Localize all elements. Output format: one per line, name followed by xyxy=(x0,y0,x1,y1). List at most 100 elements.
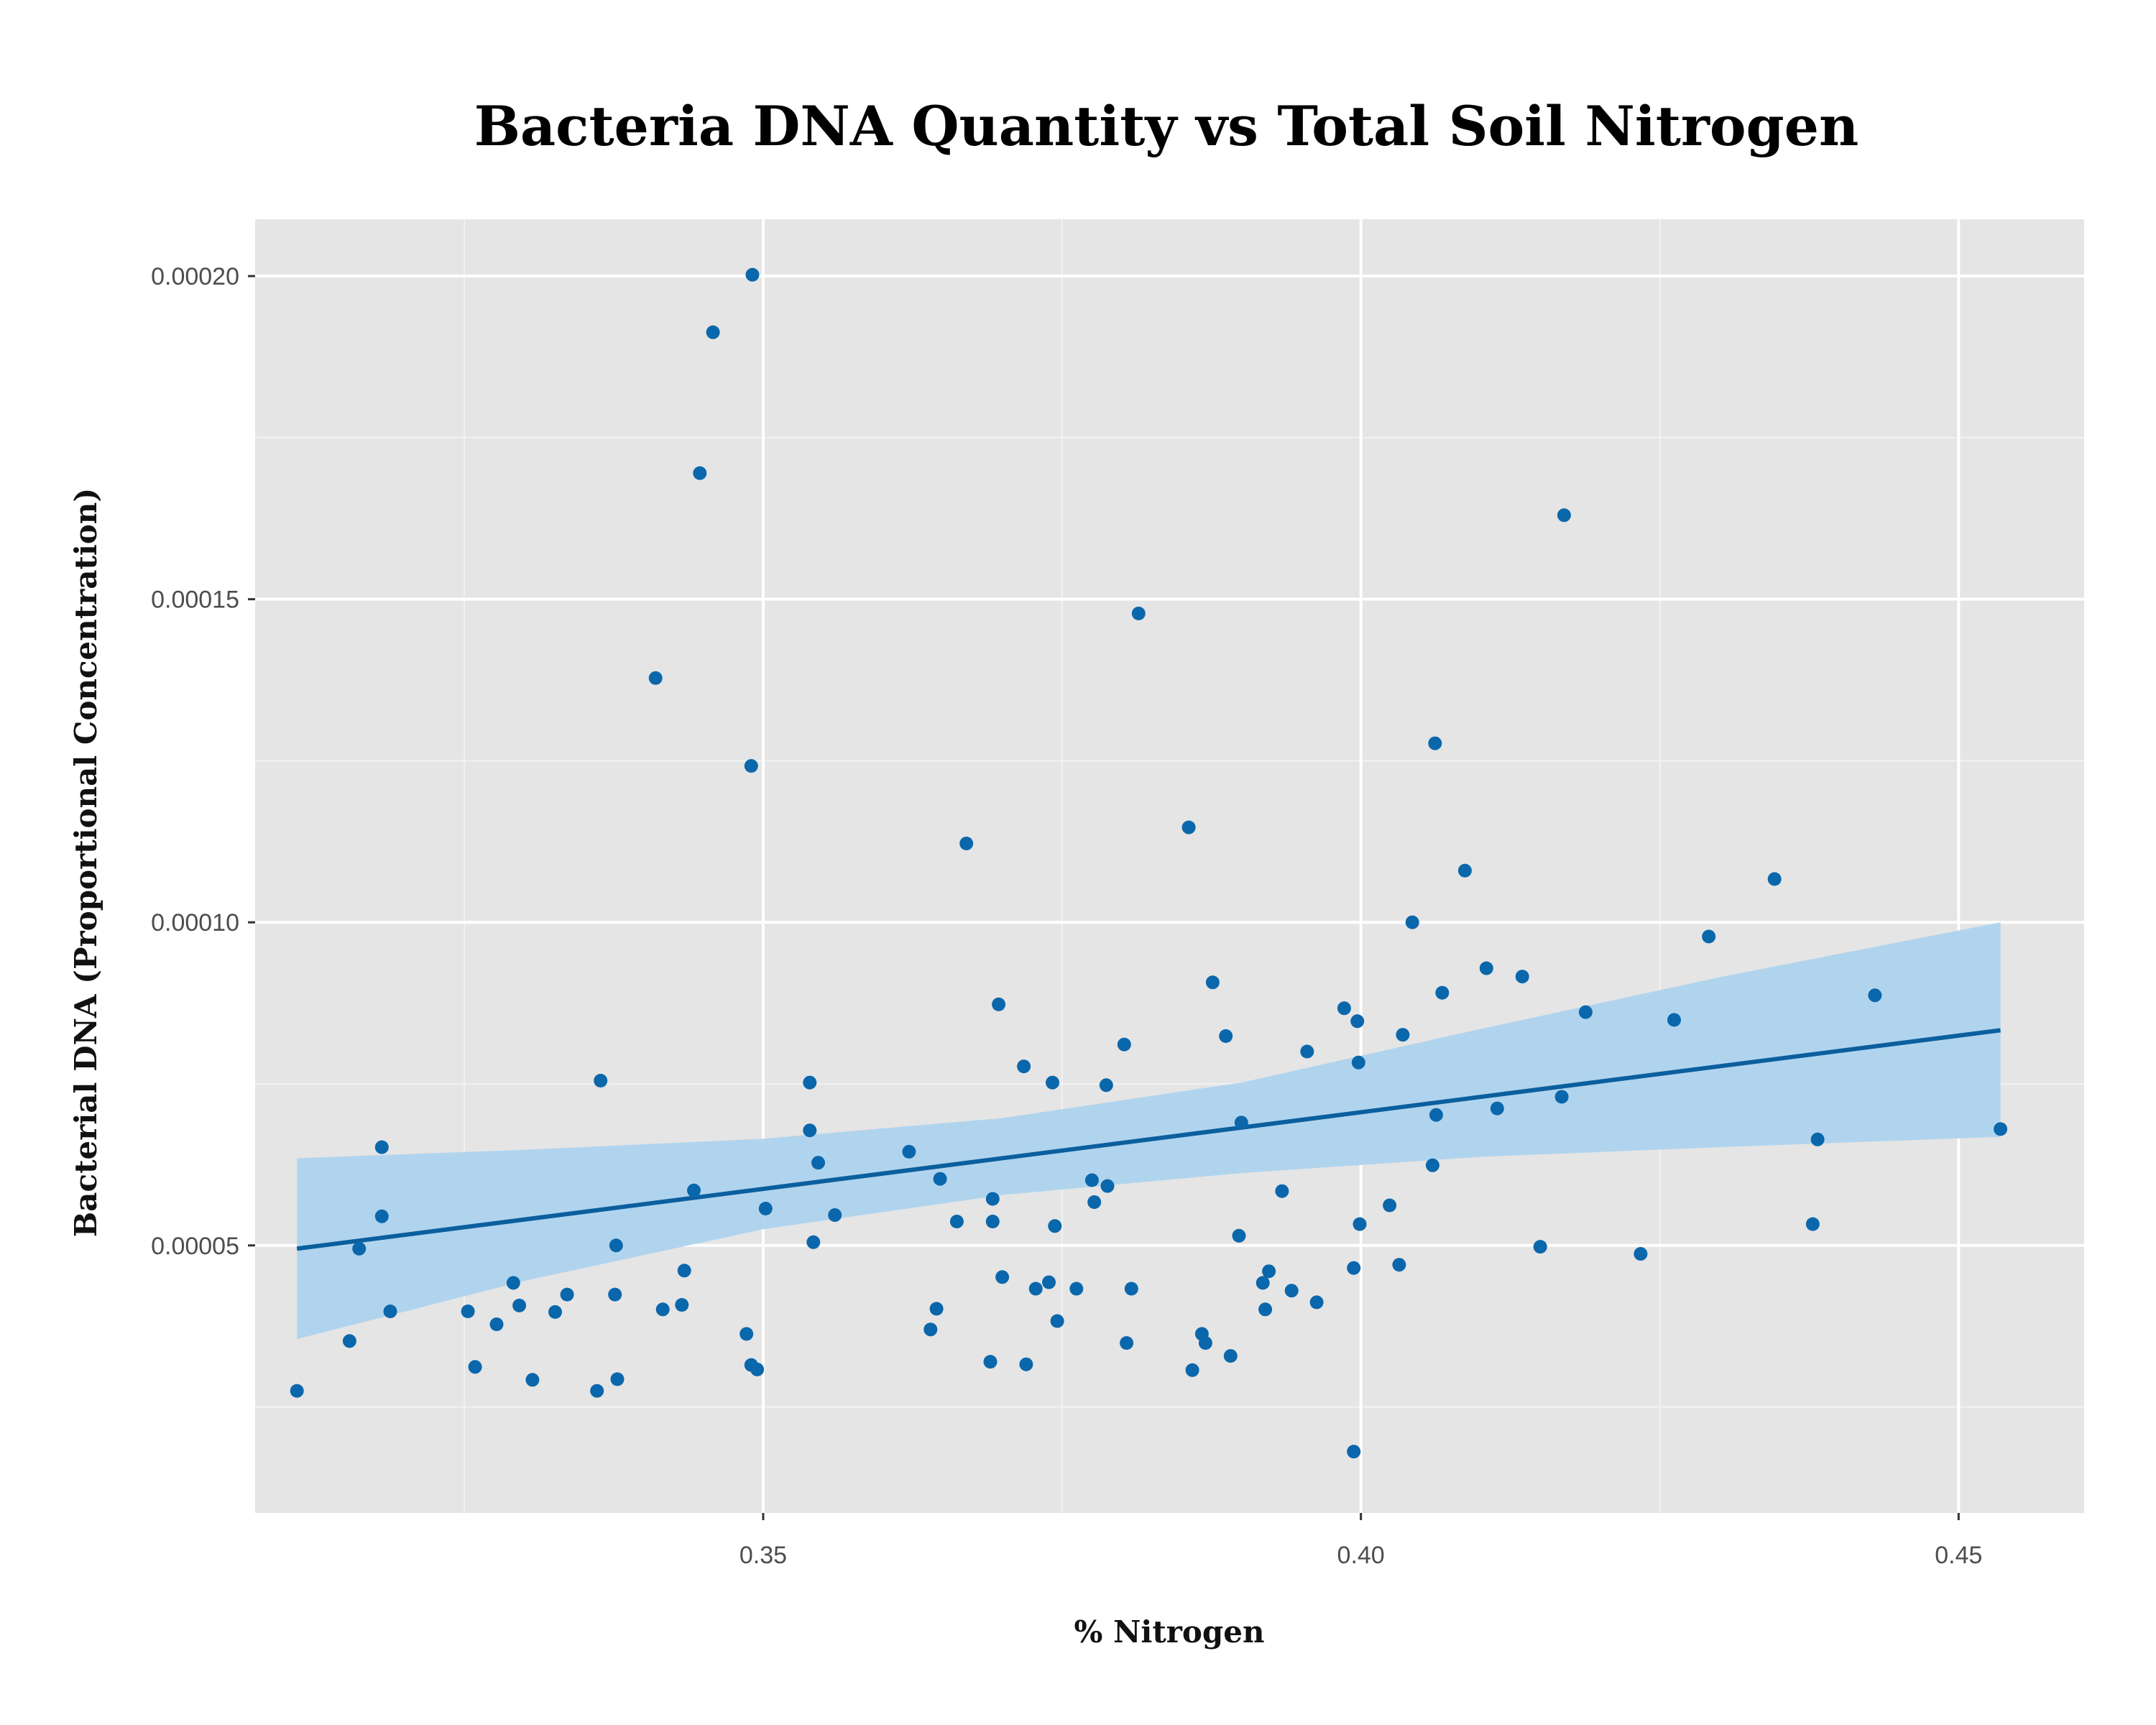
data-point xyxy=(1805,1217,1820,1231)
data-point xyxy=(828,1208,842,1222)
data-point xyxy=(923,1322,938,1337)
data-point xyxy=(1767,872,1782,886)
data-point xyxy=(383,1305,397,1318)
data-point xyxy=(1232,1228,1246,1243)
data-point xyxy=(1223,1349,1238,1363)
data-point xyxy=(1457,863,1472,878)
y-tick-label: 0.00010 xyxy=(151,909,239,937)
data-point xyxy=(1533,1240,1547,1254)
data-point xyxy=(1351,1055,1365,1070)
data-point xyxy=(983,1355,998,1369)
data-point xyxy=(675,1298,689,1312)
data-point xyxy=(1515,970,1529,984)
data-point xyxy=(1262,1264,1276,1279)
x-axis-ticks: 0.35 0.40 0.45 xyxy=(740,1513,1982,1569)
x-tick-label: 0.45 xyxy=(1935,1542,1982,1569)
data-point xyxy=(1810,1132,1825,1146)
data-point xyxy=(750,1362,765,1376)
data-point xyxy=(1117,1037,1131,1052)
data-point xyxy=(677,1264,691,1278)
minor-gridlines xyxy=(255,219,2084,1513)
data-point xyxy=(1554,1090,1569,1104)
data-point xyxy=(648,671,663,685)
data-point xyxy=(1050,1314,1064,1328)
data-point xyxy=(1087,1195,1102,1209)
data-point xyxy=(803,1075,817,1090)
trend-line-layer xyxy=(296,1028,2001,1251)
data-point xyxy=(352,1241,367,1256)
data-point xyxy=(374,1140,389,1154)
data-point xyxy=(1634,1247,1648,1261)
data-point xyxy=(1198,1336,1212,1350)
data-point xyxy=(1353,1217,1367,1231)
data-point xyxy=(1557,508,1571,523)
data-point xyxy=(995,1270,1010,1284)
data-point xyxy=(1347,1445,1361,1459)
data-point xyxy=(1185,1363,1199,1377)
data-point xyxy=(594,1074,608,1087)
data-point xyxy=(1994,1122,2008,1136)
x-tick-label: 0.40 xyxy=(1337,1542,1385,1569)
data-point xyxy=(1350,1014,1365,1029)
scatter-points xyxy=(290,267,2008,1459)
data-point xyxy=(1300,1044,1314,1059)
data-point xyxy=(758,1202,773,1215)
data-point xyxy=(468,1360,482,1374)
data-point xyxy=(1084,1173,1099,1187)
data-point xyxy=(461,1305,475,1318)
data-point xyxy=(506,1276,520,1290)
data-point xyxy=(745,267,760,282)
data-point xyxy=(655,1302,670,1317)
data-point xyxy=(1028,1282,1043,1296)
data-point xyxy=(1425,1158,1439,1172)
x-tick-label: 0.35 xyxy=(740,1542,787,1569)
y-axis-ticks: 0.00005 0.00010 0.00015 0.00020 xyxy=(151,263,255,1260)
data-point xyxy=(949,1215,964,1228)
regression-line xyxy=(296,1028,2001,1251)
data-point xyxy=(687,1183,701,1197)
data-point xyxy=(992,997,1006,1011)
confidence-band-layer xyxy=(297,922,2001,1340)
data-point xyxy=(590,1384,604,1398)
data-point xyxy=(342,1334,356,1348)
data-point xyxy=(1046,1075,1059,1090)
confidence-band xyxy=(297,922,2001,1340)
y-axis-title: Bacterial DNA (Proportional Concentratio… xyxy=(68,488,103,1237)
data-point xyxy=(985,1215,1000,1228)
y-tick-label: 0.00005 xyxy=(151,1233,239,1260)
data-point xyxy=(693,466,707,480)
data-point xyxy=(560,1287,574,1302)
data-point xyxy=(1275,1184,1289,1198)
chart-title: Bacteria DNA Quantity vs Total Soil Nitr… xyxy=(474,94,1859,158)
data-point xyxy=(744,759,758,773)
y-tick-label: 0.00020 xyxy=(151,263,239,290)
data-point xyxy=(1048,1219,1062,1233)
data-point xyxy=(1284,1284,1299,1298)
data-point xyxy=(1131,607,1146,620)
data-point xyxy=(1017,1059,1031,1074)
data-point xyxy=(1099,1078,1113,1092)
data-point xyxy=(1337,1001,1351,1016)
data-point xyxy=(608,1287,622,1302)
data-point xyxy=(609,1238,623,1253)
data-point xyxy=(1383,1198,1397,1213)
data-point xyxy=(1181,820,1196,834)
data-point xyxy=(1702,929,1716,944)
data-point xyxy=(290,1384,304,1398)
data-point xyxy=(1429,1108,1443,1122)
data-point xyxy=(1396,1028,1410,1042)
data-point xyxy=(1258,1302,1273,1317)
data-point xyxy=(929,1302,944,1316)
data-point xyxy=(1256,1276,1270,1290)
data-point xyxy=(803,1123,817,1138)
data-point xyxy=(525,1373,540,1387)
y-tick-label: 0.00015 xyxy=(151,586,239,614)
data-point xyxy=(1309,1295,1324,1310)
data-point xyxy=(610,1372,625,1386)
x-axis-title: % Nitrogen xyxy=(1074,1614,1264,1650)
data-point xyxy=(1405,915,1419,929)
plot-panel xyxy=(255,219,2084,1513)
data-point xyxy=(1234,1116,1248,1130)
data-point xyxy=(706,325,720,339)
